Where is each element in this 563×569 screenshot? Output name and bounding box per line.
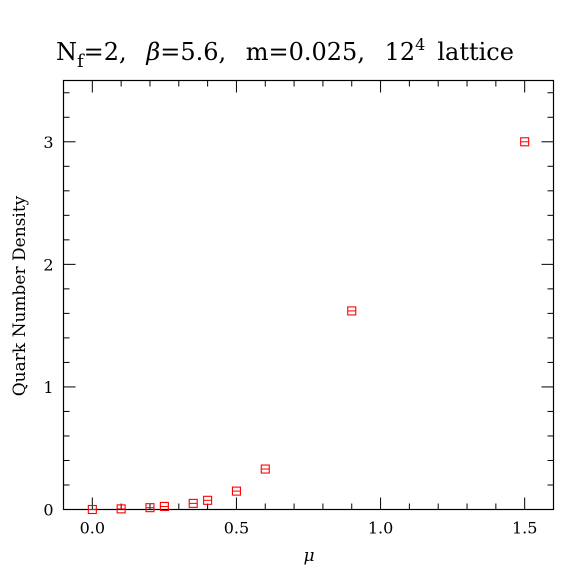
data-point: [347, 306, 357, 316]
y-tick-label: 1: [43, 378, 53, 397]
x-tick-label: 0.5: [224, 519, 249, 538]
y-axis-label: Quark Number Density: [10, 195, 30, 396]
title-beta-symbol: β: [145, 38, 160, 66]
data-point: [188, 498, 198, 508]
data-point: [520, 137, 530, 147]
data-point: [116, 504, 126, 514]
y-axis-ticks: [63, 92, 554, 510]
x-tick-label: 1.5: [512, 519, 537, 538]
title-nf-subscript: f: [77, 51, 85, 72]
data-point: [159, 501, 169, 511]
data-point: [203, 495, 213, 505]
y-axis-tick-labels: 0 1 2 3: [43, 133, 53, 520]
title-lattice-exponent: 4: [415, 35, 425, 54]
title-lattice-base: 12: [385, 38, 416, 66]
title-after-nf: =2,: [84, 38, 127, 66]
data-point: [231, 486, 241, 496]
x-tick-label: 1.0: [368, 519, 393, 538]
title-mass: m=0.025,: [246, 38, 365, 66]
title-after-beta: =5.6,: [160, 38, 226, 66]
chart-title: Nf=2, β=5.6, m=0.025, 124 lattice: [56, 35, 514, 72]
y-tick-label: 2: [43, 255, 53, 274]
plot-frame: [62, 79, 555, 511]
data-point: [145, 503, 155, 513]
data-markers: [87, 137, 530, 515]
x-axis-label: μ: [303, 546, 314, 566]
title-nf-prefix: N: [56, 38, 77, 66]
x-axis-tick-labels: 0.0 0.5 1.0 1.5: [80, 519, 538, 538]
title-lattice-word: lattice: [437, 38, 514, 66]
y-tick-label: 3: [43, 133, 53, 152]
plot-border: [62, 79, 555, 511]
x-axis-ticks: [63, 80, 554, 510]
data-point: [260, 464, 270, 474]
y-tick-label: 0: [43, 501, 53, 520]
data-point: [87, 504, 97, 515]
x-tick-label: 0.0: [80, 519, 105, 538]
